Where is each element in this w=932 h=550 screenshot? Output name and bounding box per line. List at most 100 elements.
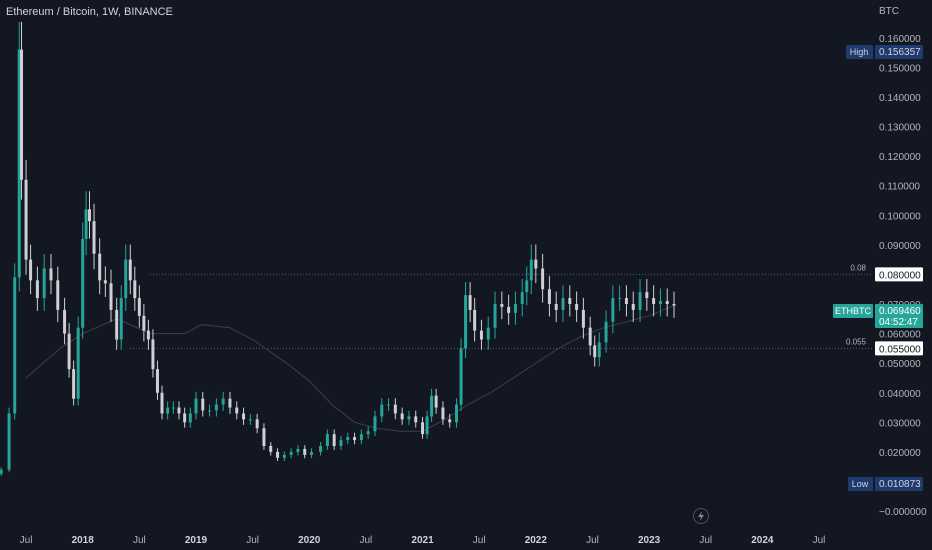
- candle: [430, 388, 434, 423]
- candle: [201, 391, 205, 417]
- candle: [194, 391, 198, 420]
- candle-body: [332, 434, 336, 446]
- candle: [183, 407, 187, 428]
- candle-body: [63, 309, 67, 334]
- candle: [155, 360, 159, 400]
- candle: [214, 398, 218, 417]
- candle-body: [124, 259, 128, 299]
- candle-body: [421, 422, 425, 435]
- candle-body: [29, 259, 33, 281]
- candle: [638, 279, 642, 322]
- y-tick-label: 0.140000: [879, 93, 921, 104]
- candle-body: [56, 280, 60, 310]
- flash-button[interactable]: [693, 508, 709, 524]
- time-axis[interactable]: Jul 2018 Jul 2019 Jul 2020 Jul 2021 Jul 2022 Jul 20…: [20, 535, 826, 546]
- candle: [366, 426, 370, 439]
- candle: [455, 398, 459, 428]
- candle-body: [171, 407, 175, 409]
- candle: [588, 316, 592, 356]
- candle: [115, 297, 119, 350]
- low-value: 0.010873: [879, 479, 921, 490]
- candle-body: [604, 321, 608, 343]
- candle-body: [631, 304, 635, 310]
- candle: [20, 21, 24, 200]
- candle: [133, 266, 137, 311]
- candle-body: [103, 280, 107, 284]
- candle: [597, 332, 601, 367]
- candle: [473, 297, 477, 342]
- candle-body: [593, 345, 597, 358]
- candle: [228, 391, 232, 414]
- candle-body: [507, 306, 511, 313]
- candle-body: [611, 298, 615, 322]
- candle-body: [473, 309, 477, 331]
- candle: [665, 288, 669, 317]
- candle: [493, 291, 497, 339]
- candle-body: [67, 333, 71, 370]
- candle-body: [49, 268, 53, 281]
- candle: [332, 429, 336, 450]
- candle-body: [430, 395, 434, 417]
- x-tick-label: Jul: [133, 535, 146, 546]
- candle-body: [276, 451, 280, 458]
- level-upper-name: 0.08: [850, 263, 866, 272]
- chart-title: Ethereum / Bitcoin, 1W, BINANCE: [6, 6, 173, 18]
- x-tick-label: Jul: [586, 535, 599, 546]
- candle: [534, 244, 538, 284]
- candle-body: [554, 304, 558, 310]
- candle: [575, 291, 579, 322]
- candle-body: [289, 451, 293, 455]
- candle: [13, 263, 17, 420]
- moving-average-line: [25, 305, 675, 432]
- candle-body: [87, 209, 91, 222]
- candle: [76, 316, 80, 406]
- candle: [618, 285, 622, 311]
- candle-body: [547, 289, 551, 304]
- y-tick-label: 0.160000: [879, 34, 921, 45]
- candle-body: [500, 304, 504, 307]
- candle-body: [339, 440, 343, 446]
- level-lower[interactable]: 0.055 0.055000: [130, 337, 923, 356]
- candle: [554, 291, 558, 322]
- candle: [547, 275, 551, 317]
- candle: [289, 448, 293, 459]
- candle-body: [468, 295, 472, 310]
- candle: [262, 423, 266, 450]
- candle: [276, 448, 280, 462]
- candle-body: [269, 446, 273, 452]
- candle: [160, 385, 164, 420]
- candle: [448, 413, 452, 428]
- x-tick-label: Jul: [20, 535, 33, 546]
- candle: [407, 410, 411, 425]
- candle-body: [652, 298, 656, 304]
- candle-body: [13, 277, 17, 414]
- candle-body: [248, 419, 252, 421]
- candle-body: [448, 419, 452, 423]
- candle-body: [242, 413, 246, 420]
- candle: [319, 442, 323, 456]
- candle-body: [325, 434, 329, 446]
- level-upper[interactable]: 0.08 0.080000: [150, 263, 923, 282]
- candle: [208, 404, 212, 417]
- low-label: Low: [852, 479, 869, 489]
- candle: [468, 282, 472, 322]
- candle: [486, 316, 490, 350]
- candle: [339, 435, 343, 450]
- candle-body: [81, 238, 85, 328]
- candle: [652, 285, 656, 317]
- candle-body: [493, 304, 497, 328]
- candle: [414, 410, 418, 428]
- level-upper-value: 0.080000: [879, 270, 921, 281]
- candle-body: [128, 259, 132, 281]
- x-tick-label: 2024: [751, 535, 774, 546]
- candle: [84, 191, 88, 256]
- candle: [24, 159, 28, 275]
- candle: [235, 401, 239, 420]
- lightning-icon: [698, 511, 704, 521]
- candle-body: [575, 304, 579, 310]
- candle: [310, 448, 314, 459]
- candle: [672, 291, 676, 318]
- candle-body: [188, 413, 192, 423]
- candle: [296, 445, 300, 456]
